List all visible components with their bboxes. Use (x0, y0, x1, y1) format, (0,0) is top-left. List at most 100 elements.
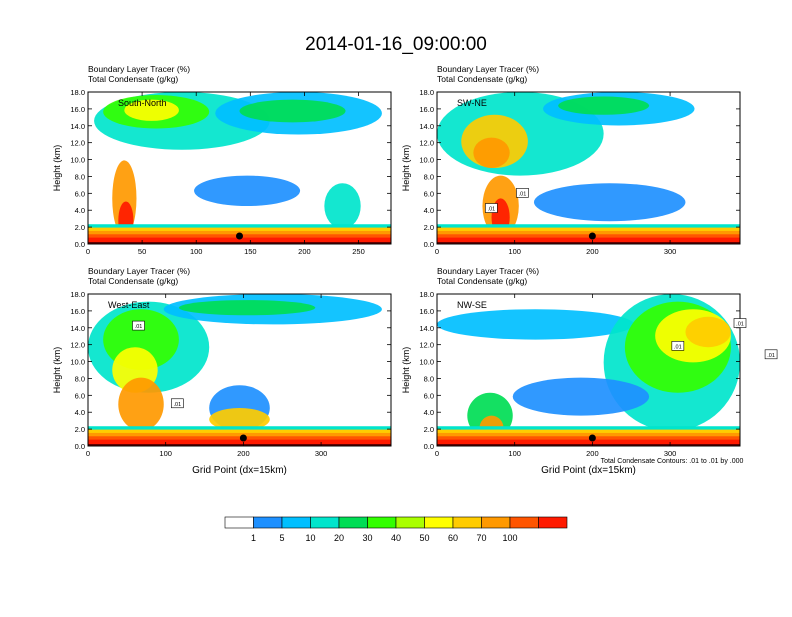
colorbar: 1 5 10 20 30 40 50 60 70 100 (224, 516, 568, 543)
panel-title-line2: Total Condensate (g/kg) (437, 276, 527, 286)
surface-band (88, 439, 391, 446)
colorbar-swatch (224, 516, 254, 529)
chart-panel-2: 0.0 2.0 4.0 6.0 8.0 10.0 12.0 14.0 16.0 18.0 0 100 2… (401, 64, 741, 256)
colorbar-swatch (538, 516, 568, 529)
field-blob (473, 137, 510, 168)
plot-frame (87, 91, 392, 245)
y-tick-label: 6.0 (75, 391, 85, 400)
panel-label: SW-NE (457, 98, 487, 108)
y-tick-label: 6.0 (424, 189, 434, 198)
x-tick-label: 0 (86, 449, 90, 458)
y-tick-label: 8.0 (424, 172, 434, 181)
y-tick-label: 2.0 (424, 223, 434, 232)
y-tick-label: 10.0 (70, 156, 85, 165)
panel-label: West-East (108, 300, 150, 310)
y-tick-label: 2.0 (75, 425, 85, 434)
x-tick-label: 0 (435, 247, 439, 256)
y-tick-label: 6.0 (75, 189, 85, 198)
x-tick-label: 150 (244, 247, 257, 256)
contour-label: .01 (174, 402, 182, 408)
chart-panel-4: 0.0 2.0 4.0 6.0 8.0 10.0 12.0 14.0 16.0 18.0 0 100 2… (401, 266, 778, 476)
field-blob (239, 99, 346, 123)
surface-band (437, 237, 740, 244)
x-tick-label: 200 (298, 247, 311, 256)
y-tick-label: 16.0 (419, 307, 434, 316)
colorbar-label: 30 (362, 533, 372, 543)
x-tick-label: 0 (435, 449, 439, 458)
y-tick-label: 16.0 (70, 307, 85, 316)
x-tick-label: 200 (586, 449, 599, 458)
field-blob (118, 377, 164, 431)
surface-band (88, 237, 391, 244)
colorbar-label: 1 (251, 533, 256, 543)
y-tick-label: 14.0 (70, 122, 85, 131)
y-tick-label: 12.0 (70, 139, 85, 148)
terrain-line (437, 444, 740, 446)
field-blob (124, 99, 179, 121)
y-tick-label: 8.0 (75, 374, 85, 383)
y-tick-label: 4.0 (75, 408, 85, 417)
colorbar-label: 70 (476, 533, 486, 543)
page-title: 2014-01-16_09:00:00 (305, 34, 487, 55)
panel-title-line2: Total Condensate (g/kg) (437, 74, 527, 84)
y-tick-label: 18.0 (419, 88, 434, 97)
location-marker (588, 434, 596, 442)
y-tick-label: 0.0 (424, 240, 434, 249)
y-tick-label: 16.0 (70, 105, 85, 114)
panels-group: 0.0 2.0 4.0 6.0 8.0 10.0 12.0 14.0 16.0 18.0 0 50 10… (52, 64, 778, 476)
contour-note: Total Condensate Contours: .01 to .01 by… (601, 458, 744, 465)
colorbar-label: 60 (448, 533, 458, 543)
y-tick-label: 6.0 (424, 391, 434, 400)
panel-title-line2: Total Condensate (g/kg) (88, 276, 178, 286)
panel-title-line2: Total Condensate (g/kg) (88, 74, 178, 84)
colorbar-swatch (395, 516, 425, 529)
y-tick-label: 12.0 (419, 341, 434, 350)
y-tick-label: 2.0 (424, 425, 434, 434)
location-marker (588, 232, 596, 240)
colorbar-swatch (367, 516, 397, 529)
field-blob (194, 175, 301, 206)
colorbar-swatch (509, 516, 539, 529)
contour-label: .01 (767, 353, 775, 359)
y-tick-label: 10.0 (419, 156, 434, 165)
y-axis-label: Height (km) (52, 145, 62, 192)
contour-label: .01 (488, 207, 496, 213)
field-blob (178, 300, 316, 316)
y-tick-label: 14.0 (419, 122, 434, 131)
field-blob (324, 183, 361, 229)
chart-panel-1: 0.0 2.0 4.0 6.0 8.0 10.0 12.0 14.0 16.0 18.0 0 50 10… (52, 64, 392, 256)
contour-label: .01 (519, 191, 527, 197)
contour-label-box (171, 398, 184, 409)
field-blob (558, 96, 650, 115)
x-tick-label: 100 (508, 449, 521, 458)
y-tick-label: 18.0 (419, 290, 434, 299)
x-tick-label: 0 (86, 247, 90, 256)
x-tick-label: 200 (586, 247, 599, 256)
y-tick-label: 4.0 (75, 206, 85, 215)
y-tick-label: 2.0 (75, 223, 85, 232)
contour-label-box (764, 349, 778, 360)
x-axis-label: Grid Point (dx=15km) (541, 465, 636, 476)
colorbar-label: 40 (391, 533, 401, 543)
y-axis-label: Height (km) (401, 347, 411, 394)
colorbar-label: 10 (305, 533, 315, 543)
y-tick-label: 18.0 (70, 88, 85, 97)
y-tick-label: 16.0 (419, 105, 434, 114)
field-area (437, 294, 740, 446)
colorbar-label: 50 (419, 533, 429, 543)
y-tick-label: 10.0 (419, 358, 434, 367)
y-tick-label: 0.0 (75, 240, 85, 249)
colorbar-label: 20 (334, 533, 344, 543)
x-tick-label: 300 (664, 449, 677, 458)
colorbar-swatch (310, 516, 340, 529)
panel-title-line1: Boundary Layer Tracer (%) (437, 64, 539, 74)
colorbar-label: 100 (502, 533, 517, 543)
x-tick-label: 100 (159, 449, 172, 458)
field-blob (512, 377, 650, 416)
field-area (88, 92, 391, 244)
colorbar-swatch (338, 516, 368, 529)
terrain-line (88, 444, 391, 446)
panel-title-line1: Boundary Layer Tracer (%) (88, 266, 190, 276)
y-tick-label: 0.0 (75, 442, 85, 451)
